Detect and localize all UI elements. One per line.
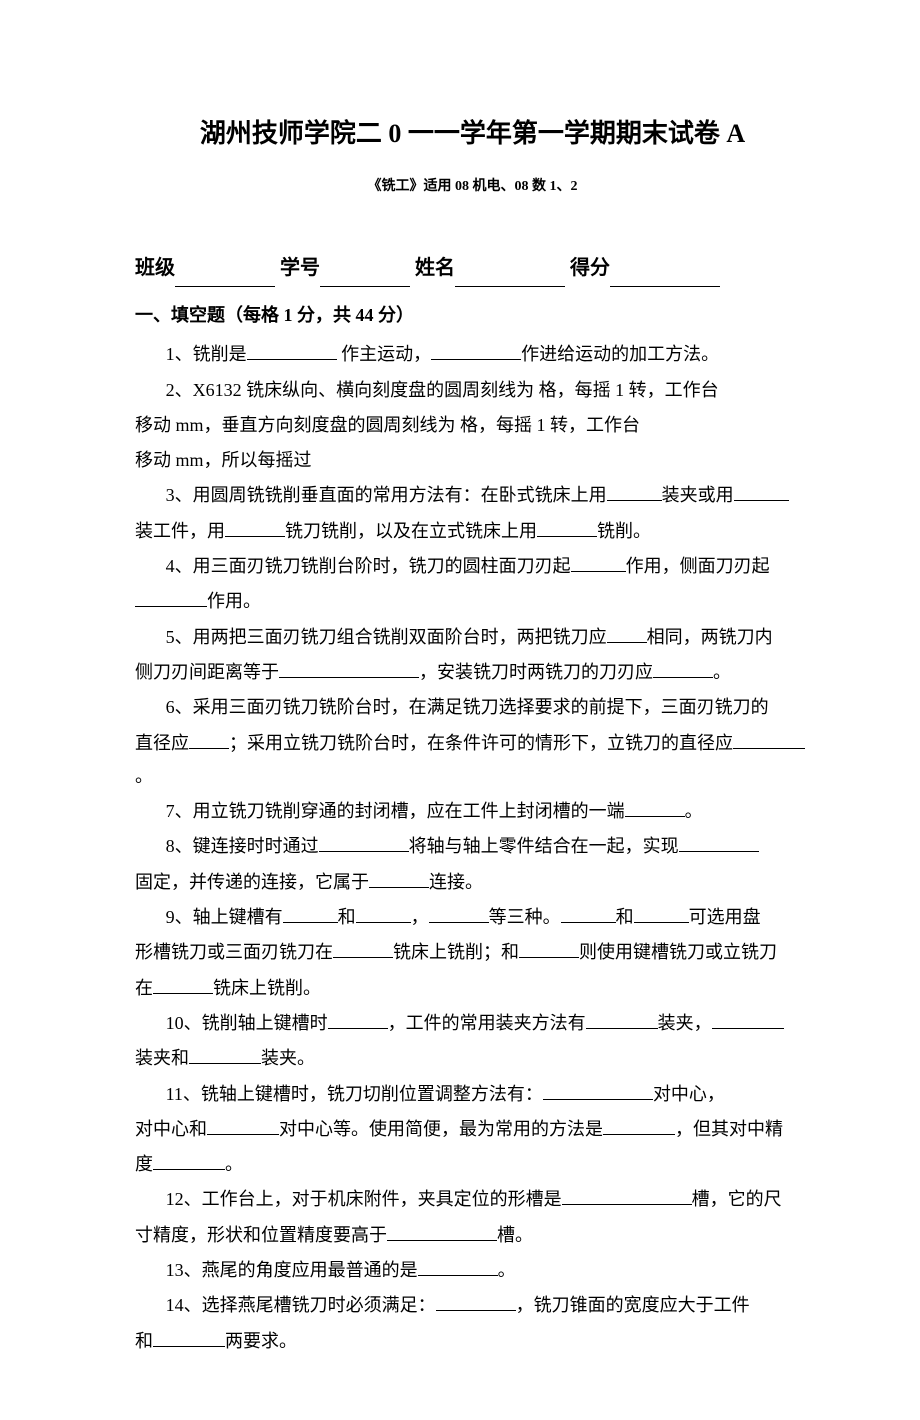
q7-part-a: 7、用立铣刀铣削穿通的封闭槽，应在工件上封闭槽的一端	[166, 801, 625, 821]
q11-cont2: 度。	[135, 1148, 810, 1181]
q11-part-g: 。	[225, 1154, 243, 1174]
q9-part-c: ，	[411, 907, 429, 927]
q10-part-e: 装夹。	[261, 1048, 315, 1068]
q12-part-d: 槽。	[497, 1225, 533, 1245]
q2-cont1: 移动 mm，垂直方向刻度盘的圆周刻线为 格，每摇 1 转，工作台	[135, 409, 810, 442]
q14-part-b: ，铣刀锥面的宽度应大于工件	[516, 1295, 750, 1315]
q1: 1、铣削是 作主运动， 作进给运动的加工方法。	[135, 338, 810, 371]
q14-part-d: 两要求。	[225, 1331, 297, 1351]
q4-part-c: 作用。	[207, 591, 261, 611]
q1-part-a: 1、铣削是	[166, 344, 247, 364]
q13-part-b: 。	[498, 1260, 516, 1280]
q10-part-b: ，工件的常用装夹方法有	[388, 1013, 586, 1033]
q6-part-c: ；采用立铣刀铣阶台时，在条件许可的情形下，立铣刀的直径应	[229, 733, 733, 753]
q10-part-c: 装夹，	[658, 1013, 712, 1033]
q9-part-a: 9、轴上键槽有	[166, 907, 283, 927]
q3: 3、用圆周铣铣削垂直面的常用方法有：在卧式铣床上用 装夹或用	[135, 479, 810, 512]
q6: 6、采用三面刃铣刀铣阶台时，在满足铣刀选择要求的前提下，三面刃铣刀的	[135, 691, 810, 724]
q8-cont: 固定，并传递的连接，它属于 连接。	[135, 866, 810, 899]
q3-part-d: 铣刀铣削，以及在立式铣床上用	[285, 521, 537, 541]
q3-part-a: 3、用圆周铣铣削垂直面的常用方法有：在卧式铣床上用	[166, 485, 607, 505]
q13: 13、燕尾的角度应用最普通的是 。	[135, 1254, 810, 1287]
exam-title: 湖州技师学院二 0 一一学年第一学期期末试卷 A	[135, 110, 810, 158]
q8-part-a: 8、键连接时时通过	[166, 836, 319, 856]
q12-part-b: 槽，它的尺	[692, 1189, 782, 1209]
q2-cont2: 移动 mm，所以每摇过	[135, 444, 810, 477]
q9-cont1: 形槽铣刀或三面刃铣刀在 铣床上铣削；和 则使用键槽铣刀或立铣刀	[135, 936, 810, 969]
q4-cont: 作用。	[135, 585, 810, 618]
q4: 4、用三面刃铣刀铣削台阶时，铣刀的圆柱面刀刃起 作用，侧面刀刃起	[135, 550, 810, 583]
q11-part-b: 对中心，	[653, 1084, 725, 1104]
exam-subtitle: 《铣工》适用 08 机电、08 数 1、2	[135, 174, 810, 200]
q14-part-a: 14、选择燕尾槽铣刀时必须满足：	[166, 1295, 436, 1315]
q9: 9、轴上键槽有 和 ， 等三种。 和 可选用盘	[135, 901, 810, 934]
q14-part-c: 和	[135, 1331, 153, 1351]
q2-part-a: 2、X6132 铣床纵向、横向刻度盘的圆周刻线为 格，每摇 1 转，工作台	[166, 380, 719, 400]
q5-part-d: ，安装铣刀时两铣刀的刀刃应	[419, 662, 653, 682]
q6-part-b: 直径应	[135, 733, 189, 753]
q8: 8、键连接时时通过 将轴与轴上零件结合在一起，实现	[135, 830, 810, 863]
q11-part-e: ，但其对中精	[675, 1119, 783, 1139]
q5: 5、用两把三面刃铣刀组合铣削双面阶台时，两把铣刀应 相同，两铣刀内	[135, 621, 810, 654]
q12-part-a: 12、工作台上，对于机床附件，夹具定位的形槽是	[166, 1189, 562, 1209]
q10-part-d: 装夹和	[135, 1048, 189, 1068]
q6-cont: 直径应 ；采用立铣刀铣阶台时，在条件许可的情形下，立铣刀的直径应。	[135, 727, 810, 794]
q9-part-h: 铣床上铣削；和	[393, 942, 519, 962]
q1-part-c: 作进给运动的加工方法。	[521, 344, 719, 364]
q12-part-c: 寸精度，形状和位置精度要高于	[135, 1225, 387, 1245]
q6-part-a: 6、采用三面刃铣刀铣阶台时，在满足铣刀选择要求的前提下，三面刃铣刀的	[166, 697, 769, 717]
q14: 14、选择燕尾槽铣刀时必须满足： ，铣刀锥面的宽度应大于工件	[135, 1289, 810, 1322]
q1-part-b: 作主运动，	[337, 344, 432, 364]
q5-part-b: 相同，两铣刀内	[647, 627, 773, 647]
q7: 7、用立铣刀铣削穿通的封闭槽，应在工件上封闭槽的一端 。	[135, 795, 810, 828]
q8-part-b: 将轴与轴上零件结合在一起，实现	[409, 836, 679, 856]
q9-part-i: 则使用键槽铣刀或立铣刀	[579, 942, 777, 962]
q6-part-d: 。	[135, 766, 153, 786]
q11-part-d: 对中心等。使用简便，最为常用的方法是	[279, 1119, 603, 1139]
q8-part-c: 固定，并传递的连接，它属于	[135, 872, 369, 892]
q5-part-c: 侧刀刃间距离等于	[135, 662, 279, 682]
q12-cont: 寸精度，形状和位置精度要高于 槽。	[135, 1219, 810, 1252]
q2-part-c: 移动 mm，所以每摇过	[135, 450, 312, 470]
q12: 12、工作台上，对于机床附件，夹具定位的形槽是 槽，它的尺	[135, 1183, 810, 1216]
q11-part-c: 对中心和	[135, 1119, 207, 1139]
q9-part-d: 等三种。	[489, 907, 561, 927]
q5-cont: 侧刀刃间距离等于 ，安装铣刀时两铣刀的刀刃应 。	[135, 656, 810, 689]
q10: 10、铣削轴上键槽时 ，工件的常用装夹方法有 装夹，	[135, 1007, 810, 1040]
q11-part-f: 度	[135, 1154, 153, 1174]
q9-part-j: 在	[135, 978, 153, 998]
q3-cont: 装工件，用 铣刀铣削，以及在立式铣床上用 铣削。	[135, 515, 810, 548]
section-1-heading: 一、填空题（每格 1 分，共 44 分）	[135, 299, 810, 332]
id-label: 学号	[280, 257, 320, 279]
q3-part-c: 装工件，用	[135, 521, 225, 541]
q5-part-e: 。	[713, 662, 731, 682]
q2: 2、X6132 铣床纵向、横向刻度盘的圆周刻线为 格，每摇 1 转，工作台	[135, 374, 810, 407]
score-label: 得分	[570, 257, 610, 279]
q4-part-a: 4、用三面刃铣刀铣削台阶时，铣刀的圆柱面刀刃起	[166, 556, 571, 576]
student-info-row: 班级 学号 姓名 得分	[135, 250, 810, 287]
q11-cont1: 对中心和 对中心等。使用简便，最为常用的方法是 ，但其对中精	[135, 1113, 810, 1146]
q9-cont2: 在 铣床上铣削。	[135, 972, 810, 1005]
q8-part-d: 连接。	[429, 872, 483, 892]
q11-part-a: 11、铣轴上键槽时，铣刀切削位置调整方法有：	[166, 1084, 543, 1104]
q3-part-b: 装夹或用	[662, 485, 734, 505]
q10-part-a: 10、铣削轴上键槽时	[166, 1013, 328, 1033]
q9-part-f: 可选用盘	[689, 907, 761, 927]
q5-part-a: 5、用两把三面刃铣刀组合铣削双面阶台时，两把铣刀应	[166, 627, 607, 647]
q10-cont: 装夹和 装夹。	[135, 1042, 810, 1075]
q2-part-b: 移动 mm，垂直方向刻度盘的圆周刻线为 格，每摇 1 转，工作台	[135, 415, 640, 435]
q9-part-k: 铣床上铣削。	[213, 978, 321, 998]
q11: 11、铣轴上键槽时，铣刀切削位置调整方法有： 对中心，	[135, 1078, 810, 1111]
q9-part-g: 形槽铣刀或三面刃铣刀在	[135, 942, 333, 962]
q13-part-a: 13、燕尾的角度应用最普通的是	[166, 1260, 418, 1280]
q3-part-e: 铣削。	[597, 521, 651, 541]
q9-part-e: 和	[616, 907, 634, 927]
q9-part-b: 和	[338, 907, 356, 927]
q14-cont: 和 两要求。	[135, 1325, 810, 1358]
class-label: 班级	[135, 257, 175, 279]
name-label: 姓名	[415, 257, 455, 279]
q7-part-b: 。	[685, 801, 703, 821]
q4-part-b: 作用，侧面刀刃起	[626, 556, 770, 576]
